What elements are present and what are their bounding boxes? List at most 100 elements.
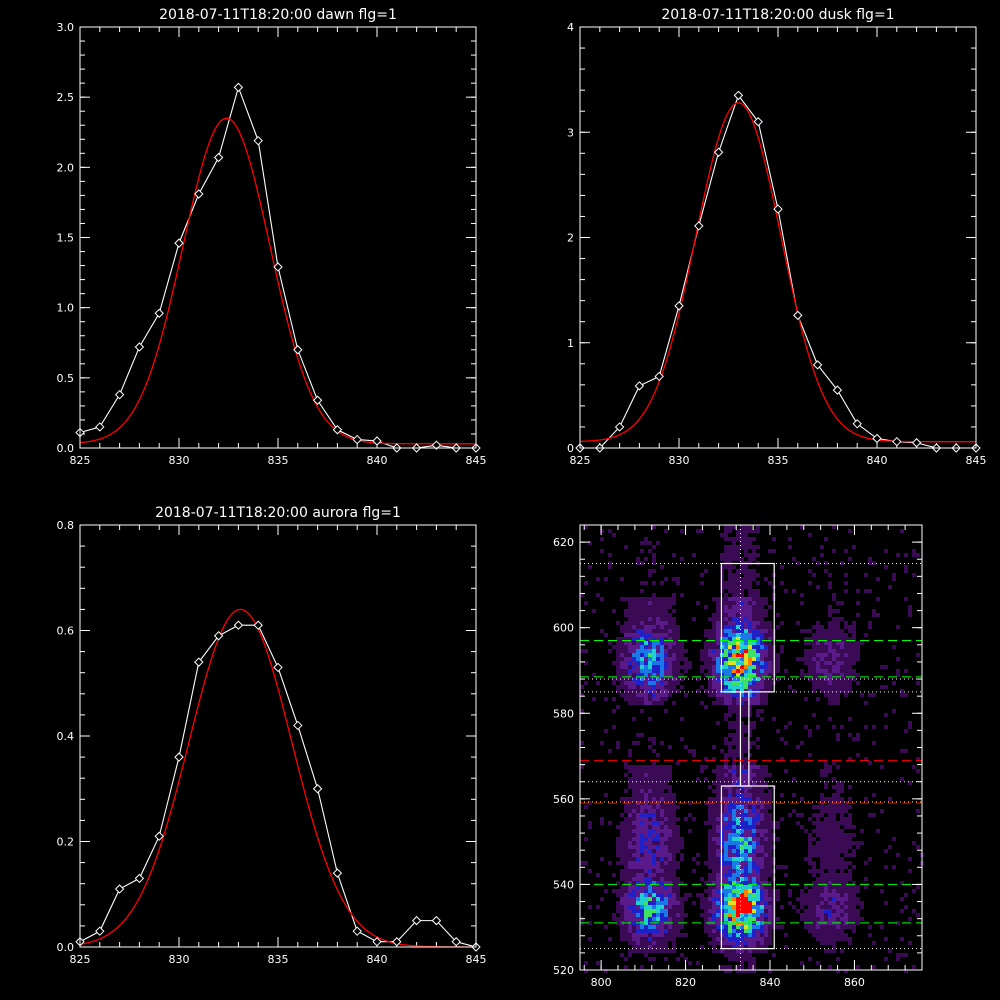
- heatmap-cell: [736, 837, 740, 841]
- heatmap-cell: [744, 953, 748, 957]
- heatmap-cell: [676, 581, 680, 585]
- heatmap-cell: [700, 573, 704, 577]
- heatmap-cell: [832, 617, 836, 621]
- heatmap-cell: [800, 657, 804, 661]
- heatmap-cell: [760, 889, 764, 893]
- heatmap-cell: [824, 849, 828, 853]
- heatmap-cell: [664, 821, 668, 825]
- heatmap-cell: [828, 853, 832, 857]
- heatmap-cell: [716, 933, 720, 937]
- heatmap-cell: [748, 725, 752, 729]
- heatmap-cell: [780, 865, 784, 869]
- heatmap-cell: [732, 741, 736, 745]
- heatmap-cell: [748, 661, 752, 665]
- heatmap-cell: [656, 661, 660, 665]
- heatmap-cell: [744, 661, 748, 665]
- heatmap-cell: [632, 621, 636, 625]
- heatmap-cell: [712, 853, 716, 857]
- heatmap-cell: [784, 865, 788, 869]
- heatmap-cell: [736, 677, 740, 681]
- heatmap-cell: [740, 773, 744, 777]
- heatmap-cell: [832, 673, 836, 677]
- heatmap-cell: [740, 541, 744, 545]
- heatmap-cell: [748, 841, 752, 845]
- heatmap-cell: [776, 821, 780, 825]
- heatmap-cell: [724, 673, 728, 677]
- heatmap-cell: [728, 953, 732, 957]
- heatmap-cell: [664, 881, 668, 885]
- heatmap-cell: [740, 937, 744, 941]
- y-tick-label: 2.0: [57, 161, 75, 174]
- heatmap-cell: [644, 581, 648, 585]
- heatmap-cell: [648, 609, 652, 613]
- heatmap-cell: [644, 929, 648, 933]
- heatmap-cell: [676, 629, 680, 633]
- heatmap-cell: [844, 573, 848, 577]
- heatmap-cell: [624, 689, 628, 693]
- heatmap-cell: [836, 765, 840, 769]
- heatmap-cell: [620, 649, 624, 653]
- heatmap-cell: [756, 701, 760, 705]
- heatmap-cell: [740, 765, 744, 769]
- heatmap-cell: [656, 773, 660, 777]
- heatmap-cell: [784, 589, 788, 593]
- heatmap-cell: [672, 929, 676, 933]
- heatmap-cell: [692, 857, 696, 861]
- heatmap-cell: [732, 937, 736, 941]
- heatmap-cell: [768, 837, 772, 841]
- heatmap-cell: [828, 629, 832, 633]
- heatmap-cell: [644, 897, 648, 901]
- heatmap-cell: [628, 953, 632, 957]
- heatmap-cell: [756, 657, 760, 661]
- heatmap-cell: [836, 893, 840, 897]
- heatmap-cell: [736, 653, 740, 657]
- heatmap-cell: [624, 877, 628, 881]
- heatmap-cell: [744, 669, 748, 673]
- heatmap-cell: [656, 825, 660, 829]
- heatmap-cell: [628, 753, 632, 757]
- heatmap-cell: [624, 841, 628, 845]
- heatmap-cell: [644, 689, 648, 693]
- heatmap-cell: [716, 837, 720, 841]
- heatmap-cell: [672, 881, 676, 885]
- heatmap-cell: [664, 601, 668, 605]
- heatmap-cell: [844, 833, 848, 837]
- heatmap-cell: [648, 789, 652, 793]
- heatmap-cell: [748, 697, 752, 701]
- heatmap-cell: [764, 693, 768, 697]
- heatmap-cell: [696, 689, 700, 693]
- heatmap-cell: [852, 901, 856, 905]
- heatmap-cell: [784, 945, 788, 949]
- heatmap-cell: [724, 901, 728, 905]
- heatmap-cell: [744, 565, 748, 569]
- heatmap-cell: [824, 845, 828, 849]
- heatmap-cell: [652, 773, 656, 777]
- heatmap-cell: [820, 857, 824, 861]
- heatmap-cell: [660, 777, 664, 781]
- heatmap-cell: [756, 681, 760, 685]
- heatmap-cell: [832, 629, 836, 633]
- heatmap-cell: [728, 725, 732, 729]
- heatmap-cell: [616, 637, 620, 641]
- heatmap-cell: [808, 833, 812, 837]
- heatmap-cell: [648, 853, 652, 857]
- heatmap-cell: [672, 893, 676, 897]
- heatmap-cell: [768, 865, 772, 869]
- heatmap-cell: [764, 689, 768, 693]
- heatmap-cell: [836, 829, 840, 833]
- heatmap-cell: [756, 801, 760, 805]
- heatmap-cell: [828, 637, 832, 641]
- heatmap-cell: [644, 537, 648, 541]
- heatmap-cell: [620, 857, 624, 861]
- heatmap-cell: [748, 589, 752, 593]
- heatmap-cell: [824, 665, 828, 669]
- heatmap-cell: [668, 677, 672, 681]
- heatmap-cell: [636, 805, 640, 809]
- heatmap-cell: [628, 845, 632, 849]
- heatmap-cell: [764, 609, 768, 613]
- heatmap-cell: [644, 861, 648, 865]
- heatmap-cell: [652, 737, 656, 741]
- data-point: [134, 342, 145, 352]
- heatmap-cell: [844, 933, 848, 937]
- heatmap-cell: [708, 649, 712, 653]
